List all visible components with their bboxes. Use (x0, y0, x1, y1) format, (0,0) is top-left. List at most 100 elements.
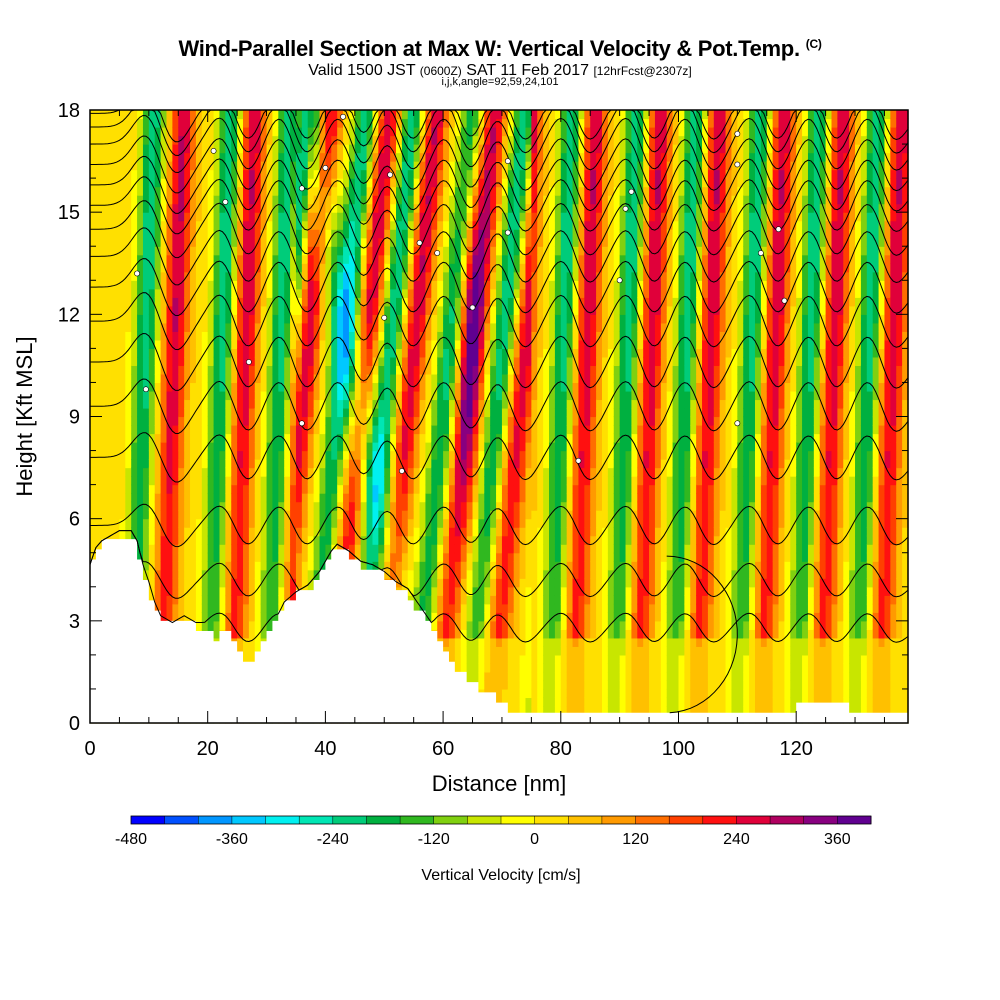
field-cell (313, 390, 321, 401)
field-cell (231, 195, 238, 205)
field-cell (348, 484, 356, 494)
field-cell (266, 603, 274, 613)
field-cell (101, 459, 109, 469)
field-cell (413, 595, 421, 605)
field-cell (160, 612, 168, 622)
field-cell (366, 212, 374, 222)
field-cell (201, 425, 209, 435)
field-cell (254, 586, 262, 596)
field-cell (360, 467, 368, 477)
field-cell (425, 339, 432, 349)
field-cell (325, 518, 332, 528)
field-cell (148, 501, 156, 511)
field-cell (154, 450, 162, 460)
field-cell (372, 552, 379, 562)
field-cell (443, 476, 450, 486)
field-cell (472, 646, 479, 656)
field-cell (278, 510, 285, 520)
field-cell (390, 416, 397, 426)
field-cell (490, 314, 497, 324)
field-cell (137, 356, 144, 367)
field-cell (119, 527, 126, 537)
field-cell (319, 382, 326, 392)
field-cell (101, 305, 109, 315)
field-cell (213, 569, 221, 579)
field-cell (384, 382, 391, 392)
field-cell (119, 459, 126, 469)
field-cell (472, 186, 479, 196)
field-cell (119, 407, 126, 418)
field-cell (384, 271, 391, 281)
field-cell (260, 220, 268, 230)
field-cell (213, 373, 221, 384)
field-cell (425, 586, 432, 596)
field-cell (190, 203, 197, 213)
field-cell (348, 144, 356, 154)
field-cell (166, 390, 173, 401)
field-cell (160, 569, 168, 579)
field-cell (307, 459, 315, 469)
field-cell (207, 322, 215, 332)
field-cell (484, 280, 491, 290)
field-cell (113, 288, 121, 298)
field-cell (213, 399, 221, 409)
field-cell (260, 399, 268, 409)
field-cell (307, 365, 315, 375)
field-cell (460, 637, 468, 647)
field-cell (319, 442, 326, 452)
field-cell (301, 561, 309, 571)
field-cell (237, 459, 244, 469)
field-cell (472, 620, 479, 630)
field-cell (331, 297, 338, 307)
field-cell (125, 322, 132, 332)
field-cell (496, 671, 503, 682)
field-cell (195, 254, 203, 264)
field-cell (313, 314, 321, 324)
field-cell (448, 459, 456, 469)
field-cell (101, 220, 109, 230)
field-cell (437, 382, 444, 392)
field-cell (460, 450, 468, 460)
field-cell (472, 382, 479, 392)
field-cell (201, 442, 209, 452)
field-cell (325, 467, 332, 477)
field-cell (219, 195, 226, 205)
field-cell (225, 331, 232, 341)
field-cell (466, 144, 474, 154)
field-cell (113, 127, 121, 137)
field-cell (454, 484, 462, 494)
field-cell (260, 535, 268, 545)
field-cell (454, 373, 462, 384)
field-cell (290, 152, 297, 162)
field-cell (278, 263, 285, 273)
field-cell (419, 203, 427, 213)
field-cell (290, 586, 297, 596)
field-cell (325, 271, 332, 281)
field-cell (354, 110, 362, 120)
field-cell (425, 382, 432, 392)
field-cell (142, 246, 150, 256)
field-cell (331, 237, 338, 247)
field-cell (254, 459, 262, 469)
field-cell (460, 442, 468, 452)
field-cell (195, 195, 203, 205)
field-cell (490, 399, 497, 409)
field-cell (496, 680, 503, 690)
field-cell (219, 305, 226, 315)
field-cell (307, 169, 315, 179)
field-cell (490, 331, 497, 341)
field-cell (466, 569, 474, 579)
field-cell (243, 314, 250, 324)
field-cell (472, 586, 479, 596)
field-cell (490, 544, 497, 554)
field-cell (201, 535, 209, 545)
field-cell (137, 382, 144, 392)
field-cell (301, 416, 309, 426)
field-cell (231, 425, 238, 435)
field-cell (454, 612, 462, 622)
field-cell (378, 425, 385, 435)
field-cell (137, 433, 144, 443)
field-cell (437, 425, 444, 435)
field-cell (101, 280, 109, 290)
field-cell (390, 510, 397, 520)
